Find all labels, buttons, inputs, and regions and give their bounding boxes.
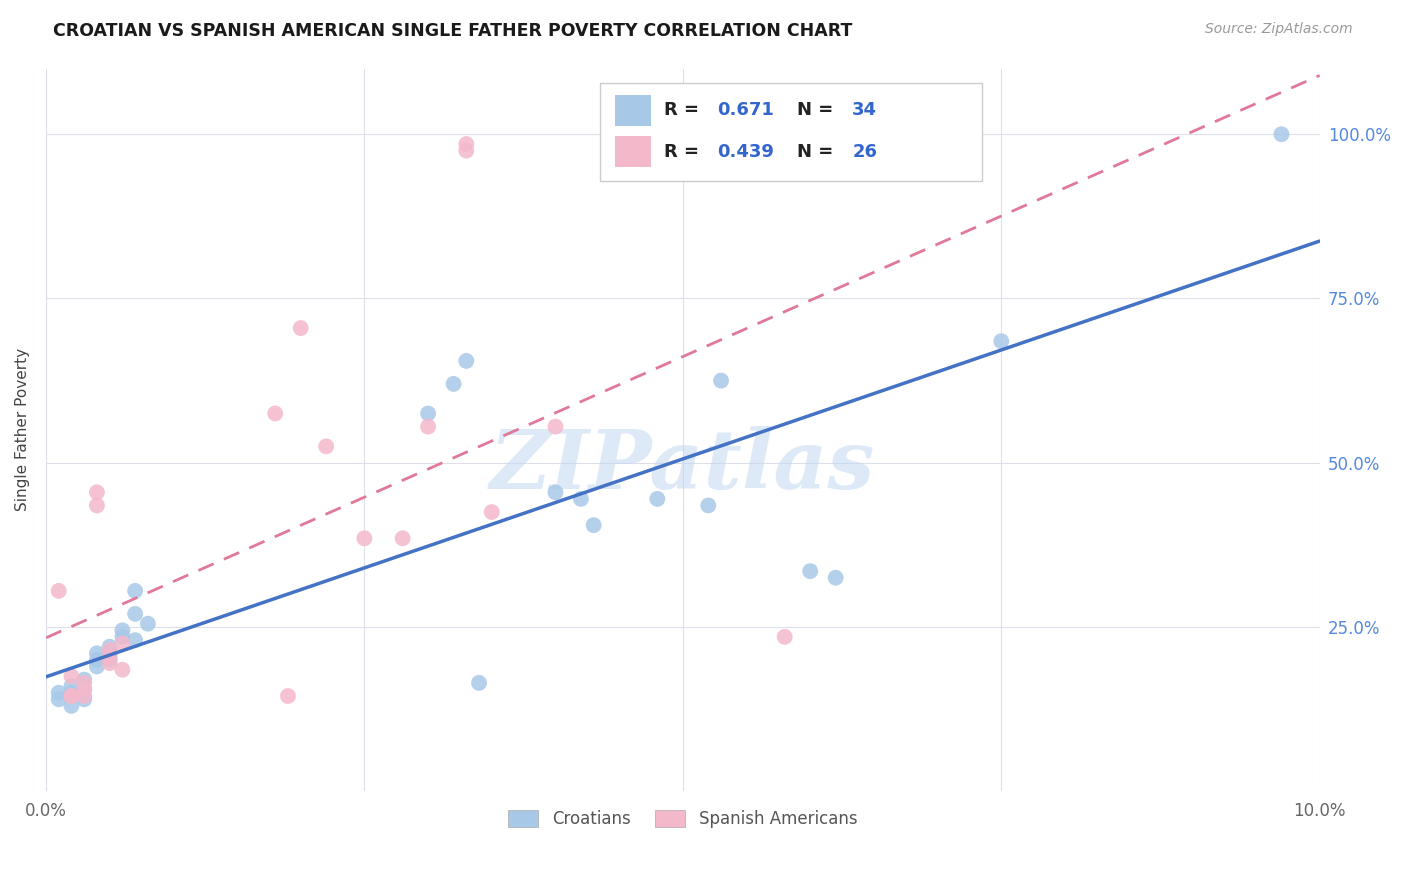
Point xyxy=(98,653,121,667)
Point xyxy=(456,354,478,368)
Point xyxy=(416,419,439,434)
Point xyxy=(98,643,121,657)
Point xyxy=(111,663,134,677)
Point xyxy=(710,374,733,388)
Point xyxy=(73,676,96,690)
Point xyxy=(60,698,83,713)
Point xyxy=(98,649,121,664)
Point xyxy=(48,583,70,598)
Point xyxy=(60,689,83,703)
Point xyxy=(86,646,108,660)
Point xyxy=(86,499,108,513)
Point xyxy=(990,334,1012,349)
Point xyxy=(481,505,503,519)
Point xyxy=(391,531,413,545)
Text: 0.671: 0.671 xyxy=(717,102,775,120)
Point xyxy=(468,676,491,690)
Point xyxy=(124,583,146,598)
Point xyxy=(544,419,567,434)
Legend: Croatians, Spanish Americans: Croatians, Spanish Americans xyxy=(502,804,865,835)
Point xyxy=(86,659,108,673)
Point xyxy=(315,439,337,453)
Point xyxy=(456,137,478,152)
Point xyxy=(73,689,96,703)
Point xyxy=(136,616,159,631)
Point xyxy=(73,692,96,706)
Point xyxy=(73,682,96,697)
Text: N =: N = xyxy=(797,143,839,161)
Point xyxy=(86,485,108,500)
Point xyxy=(416,407,439,421)
Text: R =: R = xyxy=(664,143,704,161)
Point xyxy=(111,624,134,638)
Point xyxy=(98,640,121,654)
Point xyxy=(697,499,720,513)
Point xyxy=(111,630,134,644)
FancyBboxPatch shape xyxy=(600,83,983,180)
Bar xyxy=(616,95,651,126)
Text: 26: 26 xyxy=(852,143,877,161)
Point xyxy=(443,376,465,391)
Text: ZIPatlas: ZIPatlas xyxy=(491,426,876,506)
Y-axis label: Single Father Poverty: Single Father Poverty xyxy=(15,349,30,511)
Text: R =: R = xyxy=(664,102,704,120)
Point xyxy=(73,682,96,697)
Point xyxy=(124,633,146,648)
Point xyxy=(60,669,83,683)
Point xyxy=(647,491,669,506)
Point xyxy=(124,607,146,621)
Point xyxy=(456,144,478,158)
Point xyxy=(264,407,287,421)
Point xyxy=(824,571,846,585)
Point xyxy=(86,653,108,667)
Point xyxy=(569,491,592,506)
Point xyxy=(60,679,83,693)
Point xyxy=(544,485,567,500)
Text: 34: 34 xyxy=(852,102,877,120)
Point xyxy=(98,656,121,670)
Point xyxy=(60,686,83,700)
Point xyxy=(48,692,70,706)
Point xyxy=(353,531,375,545)
Point xyxy=(799,564,821,578)
Point xyxy=(98,646,121,660)
Point xyxy=(48,686,70,700)
Point xyxy=(773,630,796,644)
Point xyxy=(73,673,96,687)
Point xyxy=(290,321,312,335)
Point xyxy=(60,689,83,703)
Bar xyxy=(616,136,651,167)
Point xyxy=(582,518,605,533)
Text: CROATIAN VS SPANISH AMERICAN SINGLE FATHER POVERTY CORRELATION CHART: CROATIAN VS SPANISH AMERICAN SINGLE FATH… xyxy=(53,22,853,40)
Text: N =: N = xyxy=(797,102,839,120)
Point xyxy=(111,636,134,650)
Point xyxy=(1270,127,1292,141)
Text: 0.439: 0.439 xyxy=(717,143,775,161)
Point xyxy=(277,689,299,703)
Text: Source: ZipAtlas.com: Source: ZipAtlas.com xyxy=(1205,22,1353,37)
